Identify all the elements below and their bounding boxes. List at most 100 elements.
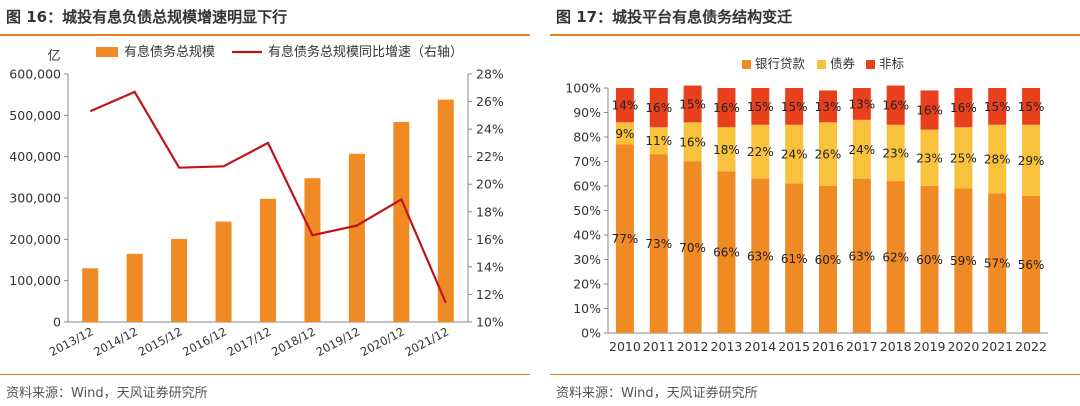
bar [126, 253, 143, 322]
non-standard-segment [751, 88, 770, 125]
x-tick-label: 2016/12 [180, 324, 229, 359]
y-tick-label: 40% [573, 228, 601, 243]
title-rule [550, 34, 1080, 36]
bank-loan-segment [1022, 195, 1041, 333]
bank-loan-segment [920, 186, 939, 333]
bank-loan-segment [785, 183, 804, 333]
right-tick-label: 20% [476, 177, 504, 192]
source-rule [0, 374, 530, 375]
x-tick-label: 2010 [609, 339, 641, 354]
bank-loan-segment [615, 144, 634, 333]
segment-data-label: 15% [984, 100, 1011, 114]
left-tick-label: 200,000 [9, 232, 61, 247]
x-tick-label: 2014/12 [91, 324, 140, 359]
segment-data-label: 28% [984, 153, 1011, 167]
bank-loan-segment [886, 181, 905, 333]
bond-segment [785, 124, 804, 184]
bar [393, 121, 410, 323]
segment-data-label: 59% [950, 254, 977, 268]
right-tick-label: 26% [476, 94, 504, 109]
y-tick-label: 90% [573, 105, 601, 120]
segment-data-label: 11% [645, 134, 672, 148]
segment-data-label: 73% [645, 237, 672, 251]
x-tick-label: 2015 [778, 339, 810, 354]
bond-segment [920, 129, 939, 186]
x-tick-label: 2019 [914, 339, 946, 354]
x-tick-label: 2020/12 [358, 324, 407, 359]
segment-data-label: 14% [612, 99, 639, 113]
x-tick-label: 2021/12 [402, 324, 451, 359]
bank-loan-segment [717, 171, 736, 333]
bar [348, 153, 365, 322]
non-standard-segment [785, 88, 804, 125]
bank-loan-segment [954, 188, 973, 333]
segment-data-label: 66% [713, 246, 740, 260]
figure-17-source: 资料来源：Wind，天风证券研究所 [556, 386, 758, 401]
x-tick-label: 2022 [1015, 339, 1047, 354]
segment-data-label: 77% [612, 232, 639, 246]
source-rule [550, 374, 1080, 375]
segment-data-label: 60% [815, 253, 842, 267]
x-tick-label: 2019/12 [314, 324, 363, 359]
x-tick-label: 2014 [744, 339, 776, 354]
segment-data-label: 63% [849, 249, 876, 263]
bank-loan-segment [819, 186, 837, 333]
segment-data-label: 16% [679, 135, 706, 149]
non-standard-segment [920, 90, 939, 130]
bar [82, 268, 99, 322]
bank-loan-segment [751, 178, 770, 333]
segment-data-label: 16% [950, 101, 977, 115]
segment-data-label: 16% [713, 101, 740, 115]
x-tick-label: 2018/12 [269, 324, 318, 359]
segment-data-label: 15% [747, 100, 774, 114]
bond-segment [751, 124, 770, 179]
segment-data-label: 15% [1018, 100, 1045, 114]
segment-data-label: 24% [849, 143, 876, 157]
segment-data-label: 9% [615, 127, 634, 141]
figure-16-title: 图 16：城投有息负债总规模增速明显下行 [6, 8, 288, 26]
right-tick-label: 18% [476, 204, 504, 219]
bar [437, 99, 454, 322]
y-tick-label: 10% [573, 301, 601, 316]
segment-data-label: 23% [916, 151, 943, 165]
segment-data-label: 16% [916, 104, 943, 118]
bank-loan-segment [649, 154, 668, 333]
right-tick-label: 24% [476, 122, 504, 137]
segment-data-label: 29% [1018, 154, 1045, 168]
bank-loan-segment [988, 193, 1007, 333]
bond-segment [615, 122, 634, 145]
bond-segment [683, 122, 702, 162]
right-tick-label: 28% [476, 67, 504, 82]
segment-data-label: 15% [679, 97, 706, 111]
legend-label: 非标 [879, 56, 904, 71]
non-standard-segment [954, 88, 973, 128]
segment-data-label: 15% [781, 100, 808, 114]
x-tick-label: 2015/12 [136, 324, 185, 359]
segment-data-label: 23% [882, 146, 909, 160]
debt-scale-chart: 亿 0 100,000 200,000 300,000 400,000 500,000 600… [9, 44, 504, 359]
segment-data-label: 70% [679, 241, 706, 255]
right-tick-label: 14% [476, 259, 504, 274]
x-tick-label: 2020 [947, 339, 979, 354]
bar [215, 221, 232, 322]
segment-data-label: 60% [916, 253, 943, 267]
segment-data-label: 16% [882, 99, 909, 113]
segment-data-label: 25% [950, 151, 977, 165]
bank-loan-segment [852, 178, 871, 333]
bond-segment [954, 127, 973, 189]
non-standard-segment [1022, 88, 1041, 125]
growth-rate-line [89, 90, 447, 304]
segment-data-label: 63% [747, 249, 774, 263]
bar [304, 178, 321, 322]
figure-17-title: 图 17：城投平台有息债务结构变迁 [556, 8, 793, 26]
non-standard-segment [886, 85, 905, 125]
bond-segment [886, 124, 905, 182]
non-standard-segment [852, 88, 871, 120]
legend-label: 银行贷款 [755, 56, 806, 71]
segment-data-label: 26% [815, 148, 842, 162]
bond-segment [988, 124, 1007, 194]
non-standard-segment [717, 88, 736, 128]
non-standard-segment [683, 85, 702, 123]
non-standard-segment [988, 88, 1007, 125]
left-tick-label: 600,000 [9, 67, 61, 82]
